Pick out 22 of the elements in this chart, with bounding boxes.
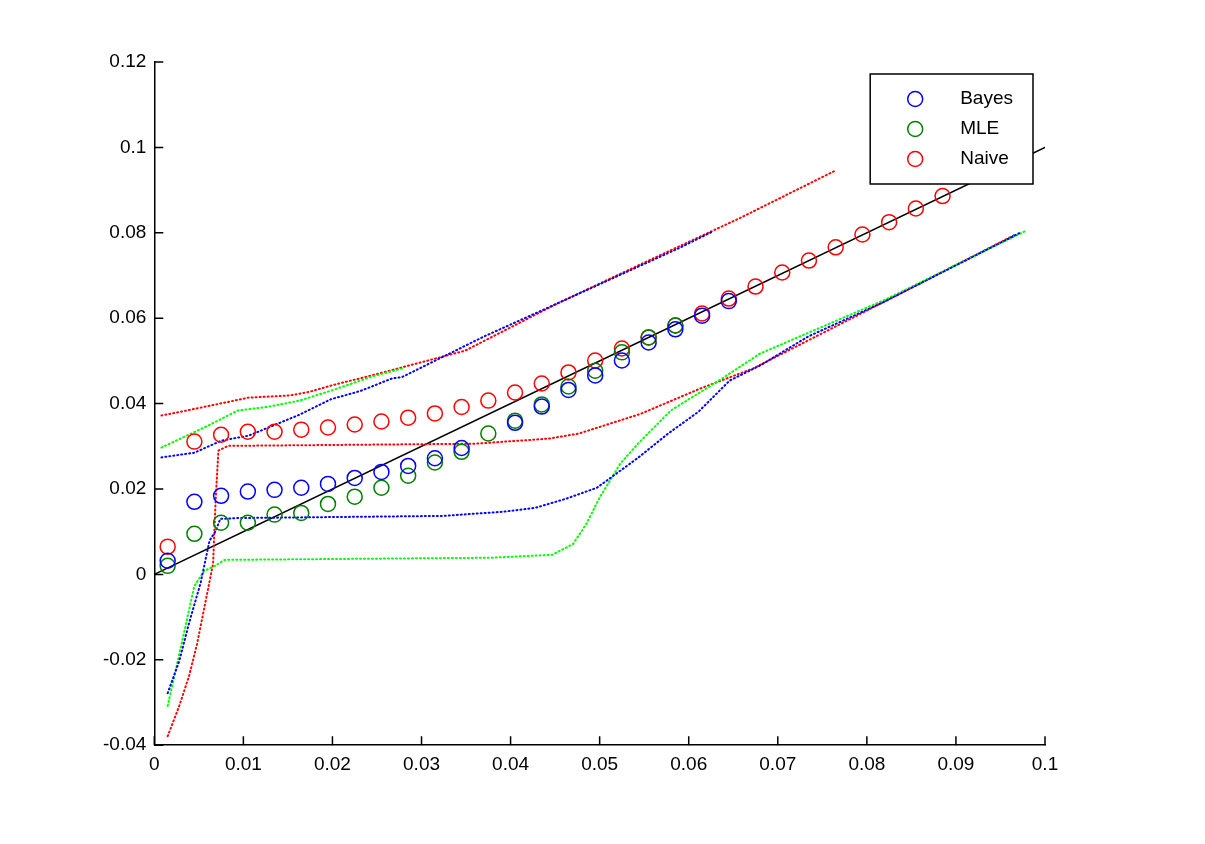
y-tick-label: -0.02	[102, 648, 147, 670]
x-tick-label: 0.04	[492, 752, 530, 774]
y-tick-label: 0.04	[109, 391, 147, 413]
y-tick-label: -0.04	[102, 733, 147, 755]
y-tick-label: 0.02	[109, 477, 147, 499]
y-tick-label: 0.08	[109, 221, 147, 243]
legend-label: MLE	[960, 117, 1000, 139]
y-tick-label: 0.12	[109, 50, 147, 72]
x-tick-label: 0.09	[937, 752, 975, 774]
x-tick-label: 0.08	[848, 752, 886, 774]
x-tick-label: 0.05	[581, 752, 619, 774]
x-tick-label: 0.03	[403, 752, 441, 774]
y-tick-label: 0.06	[109, 306, 147, 328]
x-tick-label: 0.07	[759, 752, 797, 774]
y-tick-label: 0	[135, 562, 147, 584]
x-tick-label: 0.06	[670, 752, 708, 774]
legend-label: Naive	[960, 147, 1009, 169]
x-tick-label: 0.1	[1031, 752, 1059, 774]
y-tick-label: 0.1	[119, 135, 147, 157]
legend-label: Bayes	[960, 87, 1014, 109]
x-tick-label: 0.02	[313, 752, 351, 774]
x-tick-label: 0.01	[224, 752, 262, 774]
